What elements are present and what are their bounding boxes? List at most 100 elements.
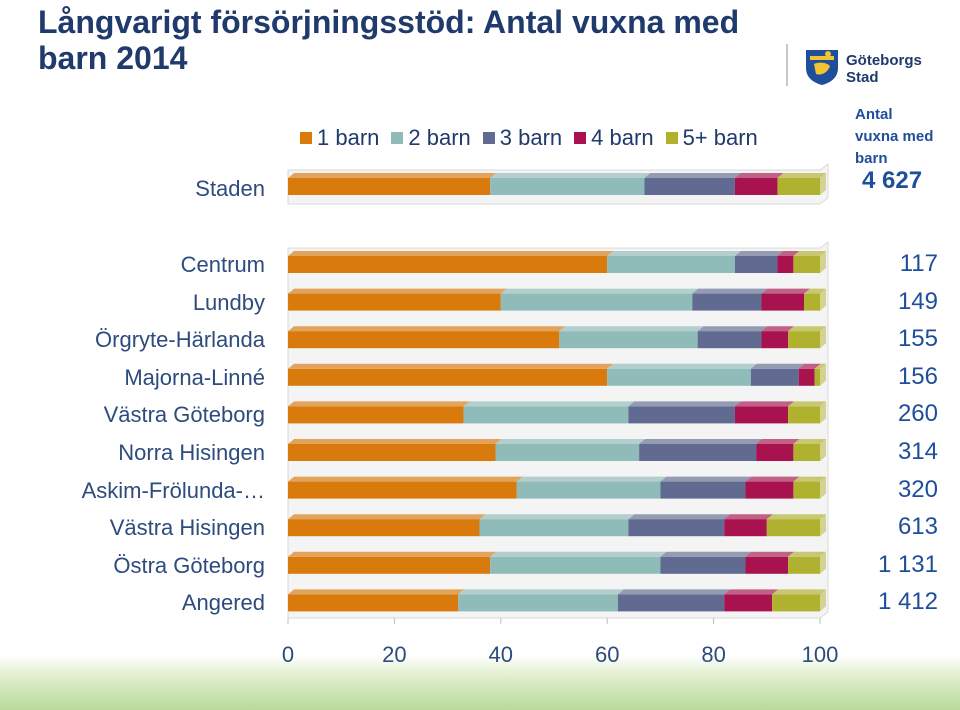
category-label: Angered: [181, 590, 265, 616]
bar-row-2-segment-5: [804, 293, 820, 311]
bar-row-8-segment-4-top: [724, 514, 773, 520]
x-tick-label: 100: [802, 642, 839, 667]
legend-item-2-barn: 2 barn: [391, 125, 471, 151]
bar-row-10-segment-4: [724, 594, 773, 612]
bar-row-5-segment-2-top: [463, 401, 635, 407]
bar-row-1-segment-2: [607, 256, 735, 273]
bar-row-10-segment-4-top: [724, 589, 779, 595]
bar-row-3-segment-1: [288, 331, 560, 349]
bar-row-7-segment-3-top: [660, 476, 752, 482]
bar-row-2-end-face: [820, 288, 826, 311]
bar-row-10-segment-5-top: [772, 589, 826, 595]
x-tick-label: 0: [282, 642, 294, 667]
legend-item-5plus-barn: 5+ barn: [665, 125, 758, 151]
bar-row-6-segment-3-top: [639, 439, 763, 444]
staden-label: Staden: [195, 176, 265, 201]
category-label: Askim-Frölunda-…: [81, 477, 265, 503]
bar-row-5-segment-3-top: [628, 401, 741, 407]
category-count: 320: [897, 475, 938, 503]
legend-label: 4 barn: [591, 125, 654, 150]
bar-row-1-segment-1-top: [288, 251, 614, 256]
staden-bar-segment-4-top: [734, 173, 784, 178]
bar-row-4-segment-5-top: [814, 363, 826, 369]
bar-row-8-segment-2-top: [479, 514, 635, 520]
staden-bar-segment-1-top: [288, 173, 497, 178]
bar-row-2-segment-4-top: [761, 288, 811, 294]
bar-row-9-segment-4-top: [745, 551, 795, 557]
legend-swatch: [574, 132, 587, 144]
bar-row-1-end-face: [820, 251, 826, 273]
bar-row-6-segment-4-top: [756, 439, 800, 444]
bar-row-9-segment-3-top: [660, 551, 752, 557]
category-count: 149: [897, 287, 938, 315]
staden-bar-segment-4: [734, 178, 778, 195]
bar-row-5-segment-1: [288, 406, 464, 424]
bar-row-6-segment-5: [793, 444, 820, 461]
bar-row-1-segment-3: [734, 256, 778, 273]
bar-row-3-segment-5-top: [788, 326, 826, 332]
x-tick-label: 40: [489, 642, 513, 667]
staden-bar-segment-3-top: [644, 173, 741, 178]
bar-row-8-segment-5-top: [766, 514, 826, 520]
bar-row-3-end-face: [820, 326, 826, 349]
bar-row-7-end-face: [820, 476, 826, 499]
bar-row-3-segment-4-top: [761, 326, 795, 332]
bar-row-6-segment-1: [288, 444, 496, 461]
bar-row-7-segment-5: [793, 481, 820, 499]
bar-row-10-segment-5: [772, 594, 820, 612]
legend-label: 2 barn: [408, 125, 471, 150]
total-header-line3: barn: [855, 150, 888, 167]
bar-row-5-segment-2: [463, 406, 629, 424]
category-count: 613: [897, 513, 938, 541]
staden-bar-segment-2: [490, 178, 645, 195]
bar-row-7-segment-2: [516, 481, 661, 499]
category-label: Västra Göteborg: [103, 402, 265, 428]
bar-row-6-segment-5-top: [793, 439, 826, 444]
bar-row-3-segment-2: [559, 331, 698, 349]
bar-row-1-segment-3-top: [734, 251, 784, 256]
bar-row-10-segment-2: [458, 594, 618, 612]
bar-row-8-segment-1-top: [288, 514, 486, 520]
bar-row-4-segment-4-top: [798, 363, 821, 369]
staden-bar-segment-5-top: [777, 173, 826, 178]
bar-row-1-segment-2-top: [607, 251, 741, 256]
staden-bar-segment-5: [777, 178, 820, 195]
bar-row-9-segment-1: [288, 556, 491, 574]
x-tick-label: 80: [701, 642, 725, 667]
goteborg-crest-icon: [806, 50, 838, 85]
category-label: Örgryte-Härlanda: [95, 327, 265, 353]
category-label: Majorna-Linné: [124, 364, 265, 390]
legend-item-4-barn: 4 barn: [574, 125, 654, 151]
bar-row-7-segment-5-top: [793, 476, 826, 482]
staden-bar-segment-1: [288, 178, 491, 195]
category-label: Norra Hisingen: [118, 440, 265, 465]
bar-row-5-segment-1-top: [288, 401, 470, 407]
legend: 1 barn 2 barn 3 barn 4 barn 5+ barn: [300, 124, 758, 152]
legend-label: 5+ barn: [682, 125, 758, 150]
bar-row-4-segment-3: [750, 368, 799, 386]
category-label: Lundby: [192, 289, 265, 315]
bar-row-8-segment-1: [288, 519, 480, 537]
legend-item-1-barn: 1 barn: [300, 125, 379, 151]
legend-item-3-barn: 3 barn: [482, 125, 562, 151]
bar-row-3-segment-5: [788, 331, 820, 349]
bar-row-9-segment-1-top: [288, 551, 497, 557]
bar-row-6-end-face: [820, 439, 826, 461]
bar-row-8-end-face: [820, 514, 826, 537]
bar-row-3-segment-4: [761, 331, 789, 349]
bar-row-2-segment-4: [761, 293, 805, 311]
bar-row-10-segment-2-top: [458, 589, 624, 595]
x-tick-label: 60: [595, 642, 619, 667]
category-count: 1 131: [877, 550, 938, 578]
bar-row-3-segment-1-top: [288, 326, 566, 332]
legend-label: 1 barn: [317, 125, 380, 150]
bar-row-6-segment-2-top: [495, 439, 646, 444]
category-label: Centrum: [180, 252, 265, 277]
bar-row-2-segment-3-top: [692, 288, 768, 294]
bar-row-3-segment-3-top: [697, 326, 768, 332]
category-label: Västra Hisingen: [109, 515, 265, 541]
staden-total: 4 627: [862, 167, 923, 194]
staden-bar-segment-3: [644, 178, 735, 195]
bar-row-7-segment-1-top: [288, 476, 523, 482]
bar-row-5-segment-3: [628, 406, 735, 424]
